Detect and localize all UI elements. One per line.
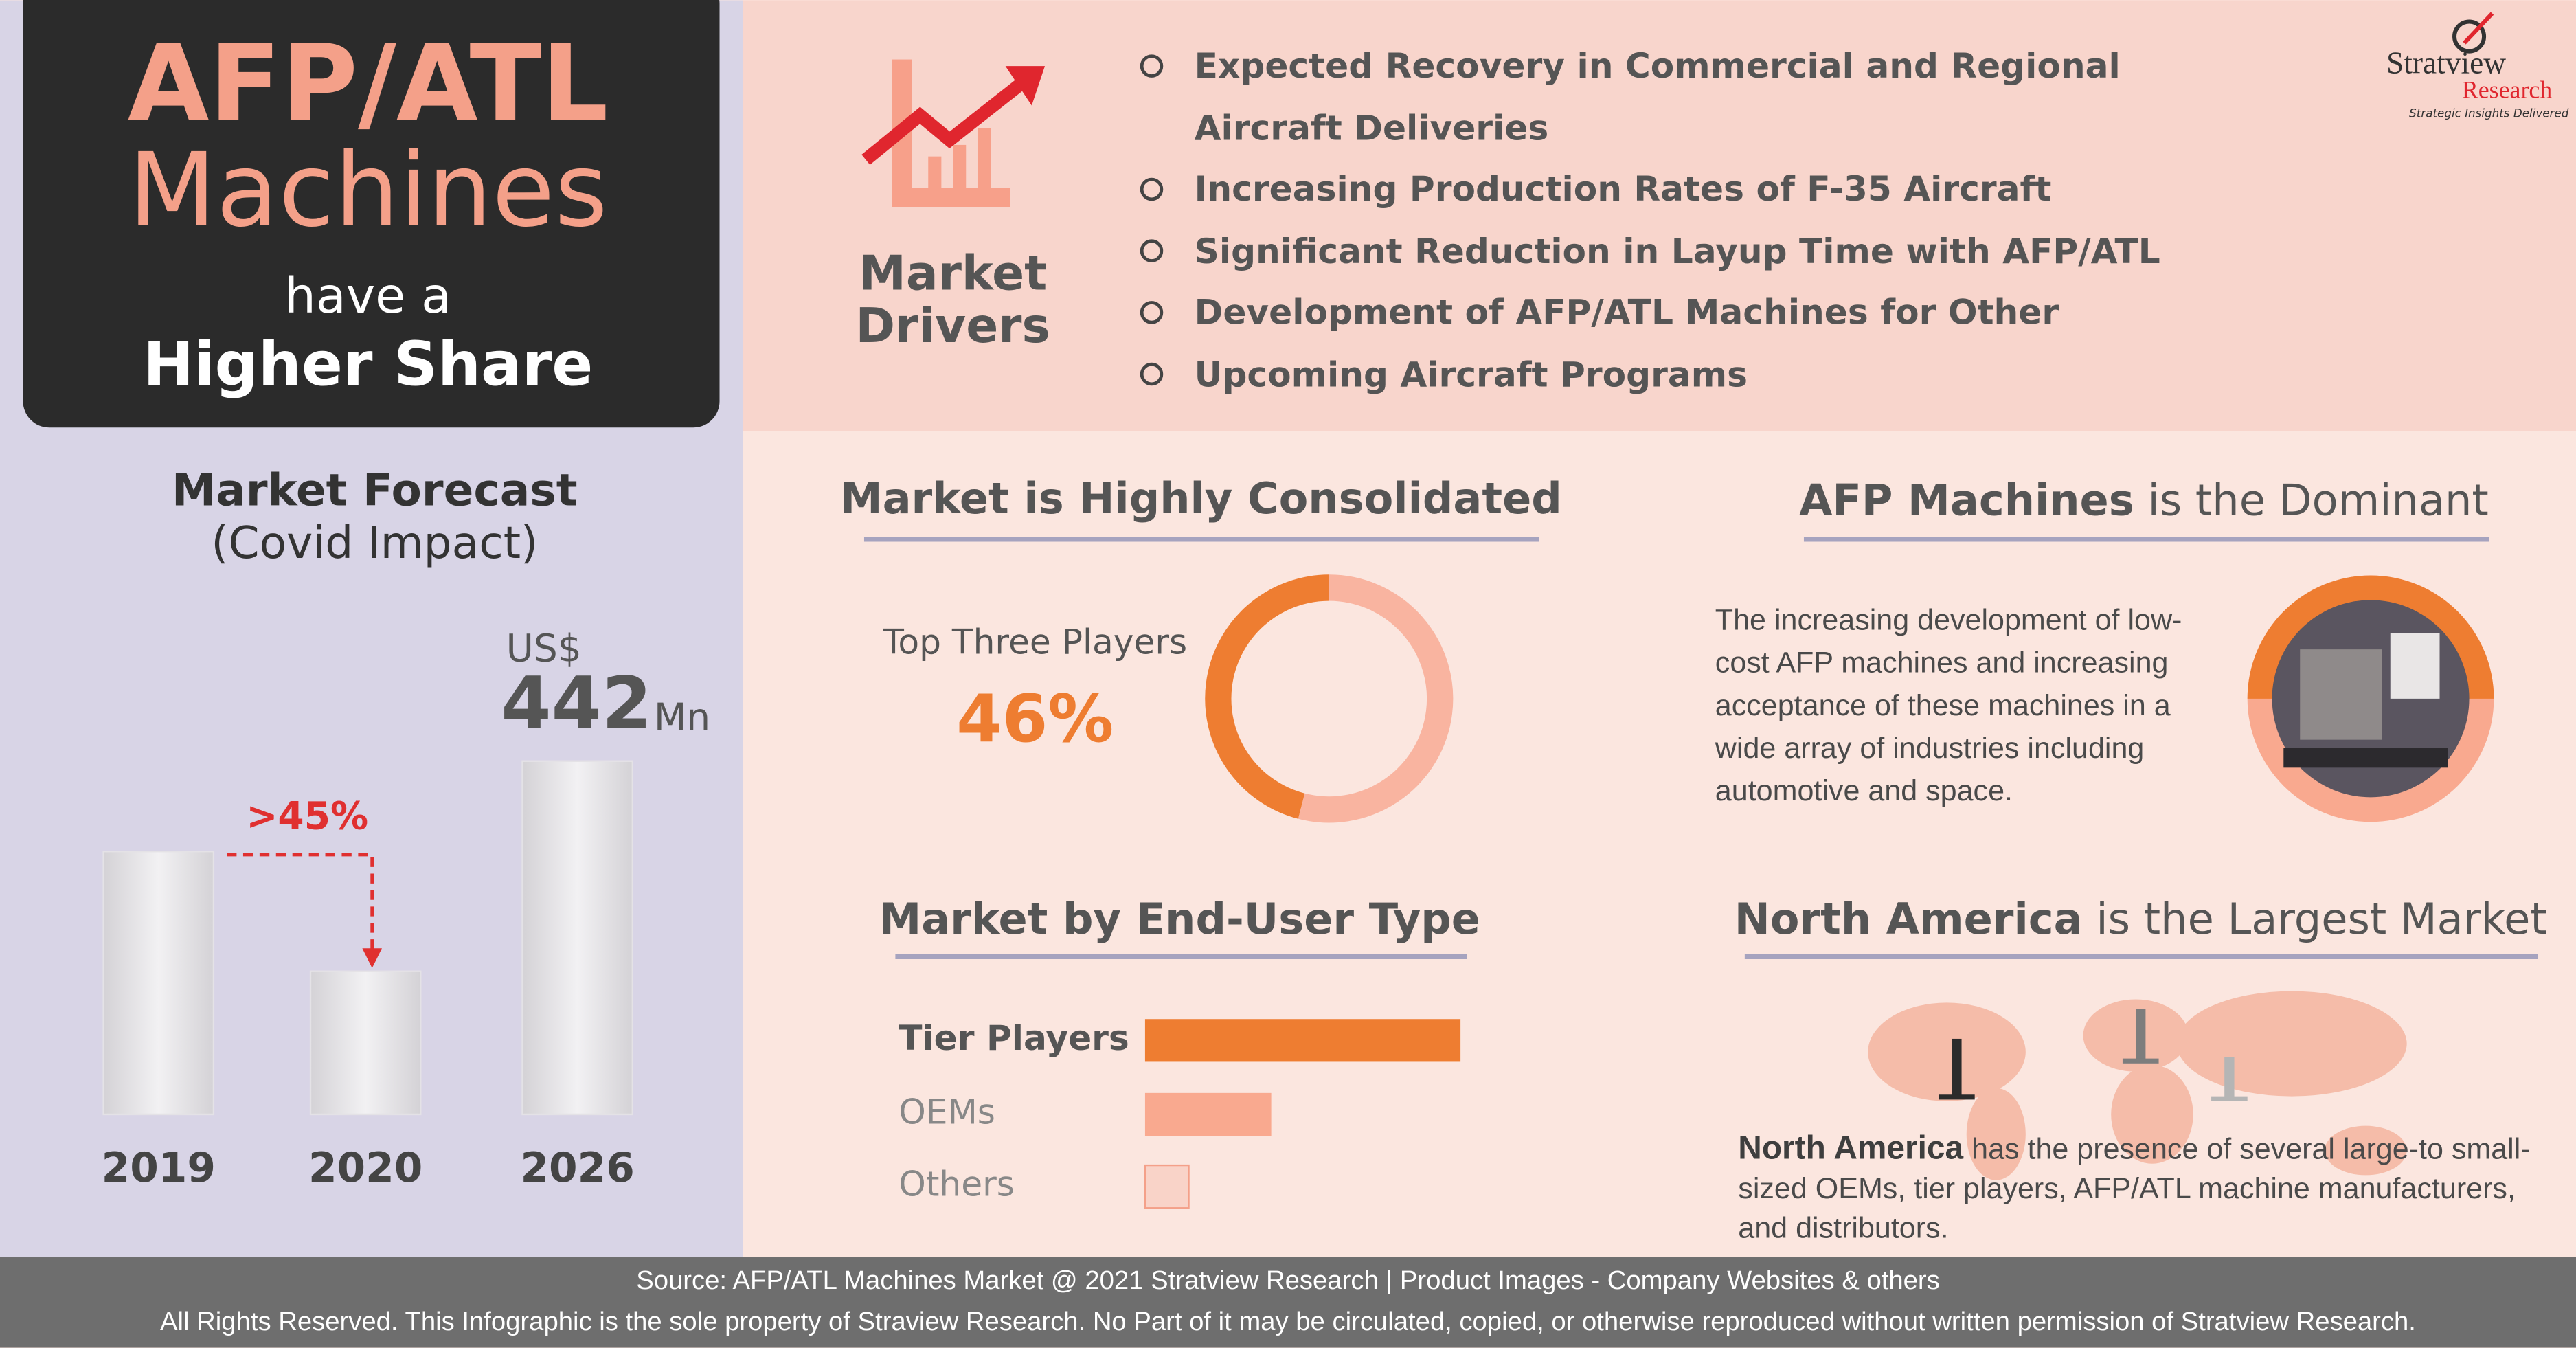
world-map	[1868, 991, 2407, 1180]
drivers-icon	[861, 59, 1046, 207]
drivers-title: Drivers	[856, 299, 1050, 354]
bullet	[1140, 239, 1164, 262]
change-arrow	[227, 853, 383, 968]
donut-segment	[1298, 574, 1454, 823]
logo-tagline: Strategic Insights Delivered	[2409, 106, 2569, 120]
y-tick-label: Others	[899, 1164, 1015, 1204]
header-line: Higher Share	[143, 329, 593, 400]
na-text: North America has the presence of severa…	[1738, 1129, 2546, 1247]
logo-name: Stratview	[2386, 46, 2506, 80]
drivers-panel	[742, 0, 2576, 431]
na-text-box: North America has the presence of severa…	[1738, 1129, 2546, 1247]
driver-item-box: Increasing Production Rates of F-35 Airc…	[1194, 169, 2052, 210]
section-title: North America is the Largest Market	[1735, 894, 2547, 944]
y-tick-label: OEMs	[899, 1091, 995, 1132]
section-title: Market by End-User Type	[879, 894, 1480, 944]
section-title: Market is Highly Consolidated	[840, 473, 1562, 524]
bar	[521, 760, 633, 1116]
driver-item: Significant Reduction in Layup Time with…	[1194, 231, 2160, 271]
bullet	[1140, 301, 1164, 324]
driver-item: Development of AFP/ATL Machines for Othe…	[1194, 293, 2059, 333]
header-line: AFP/ATL	[128, 23, 609, 145]
x-tick-label: 2026	[520, 1145, 634, 1192]
bar	[1144, 1164, 1190, 1209]
driver-item-box: Significant Reduction in Layup Time with…	[1194, 231, 2160, 271]
bar	[102, 851, 215, 1116]
x-tick-label: 2020	[308, 1145, 422, 1192]
driver-item-box: Development of AFP/ATL Machines for Othe…	[1194, 293, 2059, 333]
y-tick-label: Tier Players	[899, 1018, 1129, 1058]
donut-label: Top Three Players	[882, 621, 1187, 662]
header-box	[23, 0, 720, 428]
header-line: Machines	[128, 131, 608, 249]
driver-item-box: Expected Recovery in Commercial and Regi…	[1194, 46, 2121, 148]
bullet	[1140, 362, 1164, 386]
footer-text: All Rights Reserved. This Infographic is…	[160, 1307, 2416, 1336]
driver-item: Expected Recovery in Commercial and Regi…	[1194, 46, 2121, 148]
change-label: >45%	[246, 794, 368, 838]
drivers-list: Expected Recovery in Commercial and Regi…	[1140, 46, 2160, 394]
drivers-title: Market	[859, 246, 1047, 301]
bar	[309, 970, 422, 1116]
afp-image	[2247, 575, 2494, 822]
footer-text: Source: AFP/ATL Machines Market @ 2021 S…	[636, 1266, 1940, 1295]
chart-title: Market Forecast	[172, 465, 578, 517]
content-panel	[742, 431, 2576, 1258]
driver-item: Upcoming Aircraft Programs	[1194, 354, 1748, 394]
bar	[1144, 1019, 1461, 1062]
bullet	[1140, 177, 1164, 201]
value-label: 442	[501, 661, 652, 745]
driver-item-box: Upcoming Aircraft Programs	[1194, 354, 1748, 394]
na-text-bold: North America	[1738, 1130, 1964, 1167]
chart-subtitle: (Covid Impact)	[211, 517, 538, 569]
afp-text: The increasing development of low-cost A…	[1715, 603, 2182, 807]
footer	[0, 1257, 2576, 1348]
logo-sub: Research	[2462, 76, 2552, 104]
title-rest: is the Dominant	[2148, 475, 2489, 525]
header-line: have a	[284, 267, 451, 324]
donut-segment	[1205, 574, 1329, 819]
value-unit: Mn	[654, 695, 710, 739]
title-rest: is the Largest Market	[2096, 894, 2546, 944]
afp-text-box: The increasing development of low-cost A…	[1715, 603, 2182, 807]
na-text-rest: has the presence of several large-to sma…	[1738, 1132, 2531, 1244]
value-prefix: US$	[506, 627, 582, 671]
logo: Stratview Research Strategic Insights De…	[2386, 12, 2569, 120]
bullet	[1140, 54, 1164, 78]
driver-item: Increasing Production Rates of F-35 Airc…	[1194, 169, 2052, 210]
x-tick-label: 2019	[102, 1145, 216, 1192]
title-bold: AFP Machines	[1799, 475, 2134, 525]
title-bold: North America	[1735, 894, 2083, 944]
bar	[1144, 1092, 1272, 1136]
value-label: 46%	[956, 680, 1114, 757]
section-title: AFP Machines is the Dominant	[1799, 475, 2489, 525]
